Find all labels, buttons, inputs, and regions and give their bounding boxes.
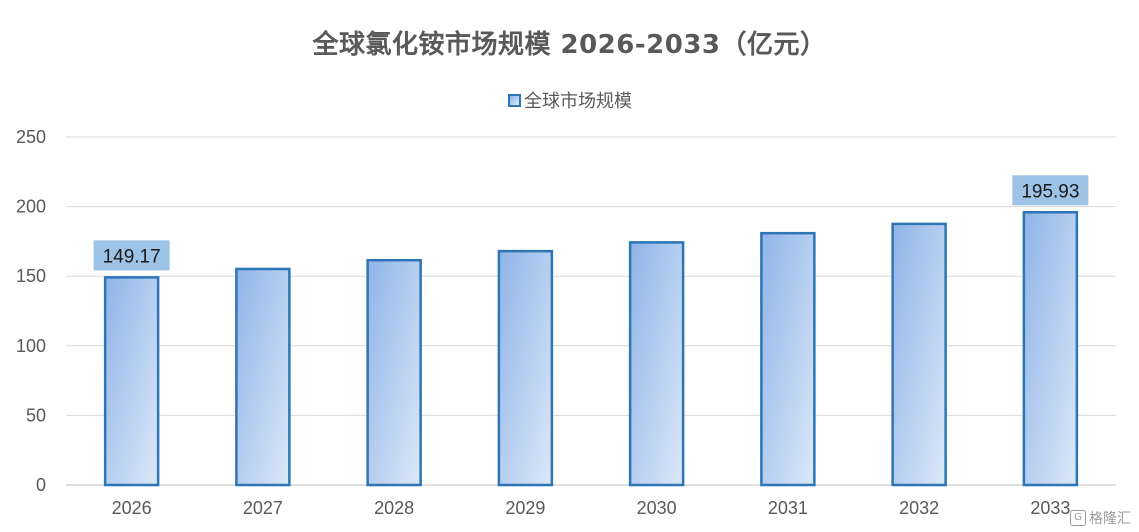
x-tick-label: 2031 [768, 498, 808, 518]
y-tick-label: 100 [16, 336, 46, 356]
g-logo-icon: G [1070, 510, 1086, 526]
watermark: G 格隆汇 [1070, 508, 1131, 528]
watermark-text: 格隆汇 [1089, 511, 1131, 527]
bars [103, 211, 1079, 487]
chart-title: 全球氯化铵市场规模 2026-2033（亿元） [312, 30, 827, 60]
x-axis-ticks: 2026 2027 2028 2029 2030 2031 2032 2033 [112, 498, 1071, 518]
chart-legend: 全球市场规模 [508, 87, 632, 113]
y-tick-label: 0 [36, 475, 46, 495]
data-label-box [93, 240, 170, 271]
y-tick-label: 150 [16, 266, 46, 286]
legend-label: 全球市场规模 [524, 91, 632, 112]
x-tick-label: 2029 [505, 498, 545, 518]
x-tick-label: 2028 [374, 498, 414, 518]
bar [628, 241, 685, 487]
y-tick-label: 50 [26, 405, 46, 425]
x-tick-label: 2026 [112, 498, 152, 518]
x-tick-label: 2027 [243, 498, 283, 518]
bar [497, 249, 554, 487]
data-label: 149.17 [103, 246, 161, 267]
legend-swatch [508, 93, 521, 107]
y-tick-label: 250 [16, 127, 46, 147]
data-labels: 149.17 195.93 [93, 175, 1089, 271]
bar [103, 276, 160, 487]
data-label: 195.93 [1021, 181, 1079, 202]
bar [760, 231, 816, 487]
x-tick-label: 2033 [1030, 498, 1070, 518]
y-axis-ticks: 0 50 100 150 200 250 [16, 127, 46, 495]
bar [366, 258, 422, 487]
gridlines [66, 136, 1116, 486]
data-label-box [1012, 175, 1089, 206]
bar [235, 267, 291, 487]
bar [891, 222, 947, 487]
bar [1022, 211, 1079, 487]
x-tick-label: 2032 [899, 498, 939, 518]
x-tick-label: 2030 [637, 498, 677, 518]
y-tick-label: 200 [16, 197, 46, 217]
